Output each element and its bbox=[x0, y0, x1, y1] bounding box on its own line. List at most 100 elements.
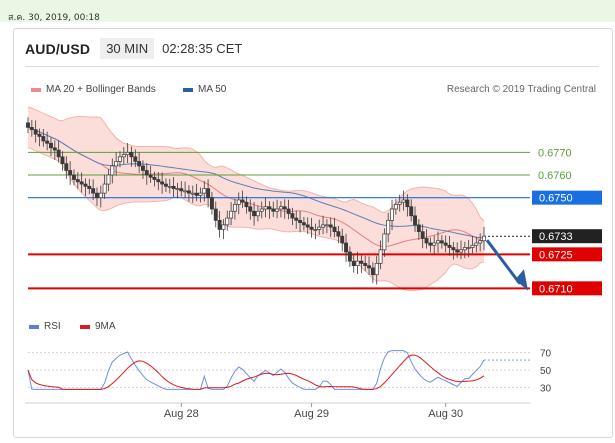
candle-body bbox=[459, 249, 463, 253]
candle-body bbox=[313, 229, 318, 231]
candle-body bbox=[118, 156, 122, 162]
currency-pair: AUD/USD bbox=[25, 40, 91, 57]
research-credit: Research © 2019 Trading Central bbox=[446, 84, 596, 95]
ma50-swatch bbox=[183, 87, 193, 92]
candle-body bbox=[478, 240, 483, 244]
forecast-arrowhead bbox=[515, 269, 528, 291]
9ma-swatch bbox=[80, 324, 90, 329]
candle-body bbox=[455, 249, 460, 253]
candle-body bbox=[420, 231, 425, 239]
legend-rsi: RSI bbox=[29, 321, 61, 332]
candle-body bbox=[305, 224, 310, 228]
candle-body bbox=[397, 201, 402, 205]
bollinger-band-fill bbox=[28, 107, 484, 291]
candle-body bbox=[114, 161, 119, 167]
candle-body bbox=[470, 244, 475, 248]
candle-body bbox=[294, 217, 299, 221]
rsi-tick-30: 30 bbox=[540, 384, 552, 395]
bollinger-upper bbox=[27, 106, 485, 222]
candle-body bbox=[282, 206, 287, 210]
candle-body bbox=[244, 201, 249, 208]
level-label-0.6770: 0.6770 bbox=[538, 147, 572, 159]
candle-body bbox=[240, 199, 245, 203]
candle-body bbox=[451, 247, 456, 251]
level-label-0.6750: 0.6750 bbox=[539, 193, 573, 205]
candle-body bbox=[328, 224, 333, 228]
legend-label-rsi: RSI bbox=[44, 321, 61, 332]
candle-body bbox=[137, 161, 142, 167]
rsi-line bbox=[27, 350, 485, 390]
candle-body bbox=[378, 249, 383, 264]
candle-body bbox=[79, 181, 84, 185]
timeframe-selector[interactable]: 30 MIN bbox=[100, 38, 155, 59]
candle-body bbox=[198, 192, 203, 196]
candle-body bbox=[252, 210, 257, 217]
candle-body bbox=[259, 208, 264, 212]
legend-label-ma20: MA 20 + Bollinger Bands bbox=[46, 84, 156, 95]
candle-body bbox=[121, 154, 126, 158]
candle-body bbox=[175, 188, 180, 190]
candle-body bbox=[225, 217, 230, 226]
legend-label-9ma: 9MA bbox=[95, 321, 116, 332]
candle-body bbox=[83, 183, 88, 187]
candle-body bbox=[37, 133, 42, 137]
legend-ma50: MA 50 bbox=[183, 84, 226, 95]
candle-body bbox=[206, 188, 211, 199]
candle-body bbox=[229, 210, 234, 219]
candle-body bbox=[87, 185, 92, 189]
candle-body bbox=[436, 240, 440, 244]
candle-body bbox=[133, 156, 138, 162]
legend-ma20-bb: MA 20 + Bollinger Bands bbox=[31, 84, 156, 95]
candle-body bbox=[91, 188, 96, 194]
candle-body bbox=[324, 224, 329, 227]
candle-body bbox=[443, 242, 448, 246]
header-divider bbox=[25, 66, 599, 67]
candle-body bbox=[286, 208, 291, 214]
candle-body bbox=[428, 242, 433, 246]
candle-body bbox=[290, 213, 295, 219]
bollinger-lower bbox=[27, 147, 485, 292]
candle-body bbox=[144, 170, 149, 176]
candle-body bbox=[401, 199, 406, 203]
candle-body bbox=[45, 140, 50, 144]
candle-body bbox=[275, 208, 280, 212]
candle-body bbox=[263, 206, 268, 210]
x-label-2: Aug 30 bbox=[428, 408, 463, 420]
candle-body bbox=[29, 127, 34, 131]
candle-body bbox=[363, 263, 368, 267]
candle-body bbox=[160, 181, 165, 185]
rsi-swatch bbox=[29, 324, 39, 329]
candle-body bbox=[267, 206, 272, 210]
candle-body bbox=[255, 210, 260, 217]
candle-body bbox=[462, 247, 467, 251]
candle-body bbox=[359, 260, 364, 264]
candle-body bbox=[413, 215, 417, 226]
candle-body bbox=[68, 170, 73, 176]
legend-9ma: 9MA bbox=[80, 321, 116, 332]
candle-body bbox=[416, 224, 421, 233]
ma20-swatch bbox=[31, 87, 41, 92]
candle-body bbox=[374, 263, 379, 276]
ma50-line bbox=[27, 126, 485, 239]
level-tag-0.6725 bbox=[532, 247, 602, 262]
timestamp-bar: ส.ค. 30, 2019, 00:18 bbox=[0, 0, 615, 23]
candle-body bbox=[355, 260, 360, 267]
forecast-arrow bbox=[485, 239, 522, 285]
candle-body bbox=[236, 199, 241, 205]
candle-body bbox=[217, 219, 222, 230]
candle-body bbox=[447, 244, 452, 248]
candle-body bbox=[232, 204, 237, 212]
candle-body bbox=[405, 199, 410, 208]
candle-body bbox=[60, 156, 65, 165]
legend-label-ma50: MA 50 bbox=[198, 84, 227, 95]
candle-body bbox=[64, 163, 69, 171]
candle-body bbox=[347, 251, 352, 262]
ma20-line bbox=[27, 126, 485, 248]
chart-header: AUD/USD 30 MIN 02:28:35 CET bbox=[13, 38, 242, 59]
candle-body bbox=[351, 260, 356, 267]
candle-body bbox=[332, 226, 337, 233]
candle-body bbox=[390, 208, 394, 221]
candle-body bbox=[271, 208, 276, 212]
level-tag-0.6733 bbox=[532, 229, 602, 244]
candle-body bbox=[298, 219, 303, 223]
